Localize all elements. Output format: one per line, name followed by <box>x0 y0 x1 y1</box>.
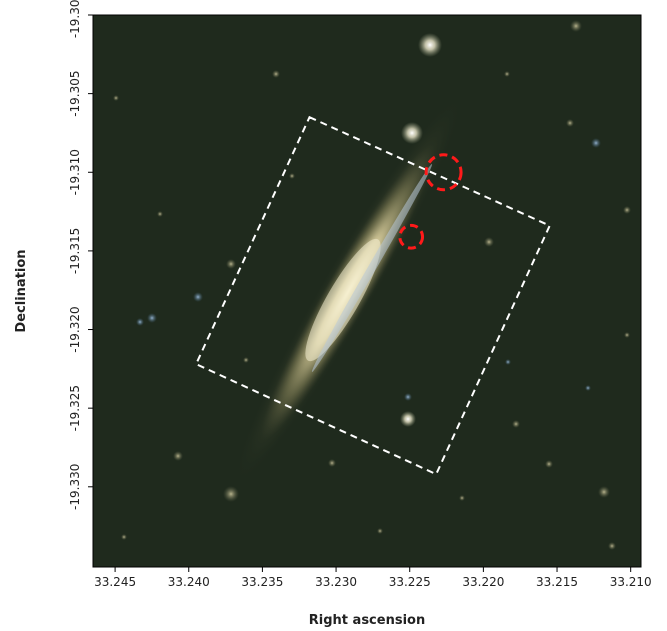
star <box>226 259 236 269</box>
y-axis-label: Declination <box>14 249 29 332</box>
y-tick-label: -19.300 <box>68 0 82 38</box>
star <box>193 292 203 302</box>
star <box>623 206 631 214</box>
star <box>328 459 336 467</box>
star <box>289 173 295 179</box>
y-tick-label: -19.315 <box>68 228 82 274</box>
star <box>400 411 416 427</box>
x-tick-label: 33.215 <box>536 575 578 589</box>
x-axis-label: Right ascension <box>309 613 425 628</box>
star <box>585 385 591 391</box>
bright-star <box>401 122 423 144</box>
star <box>404 393 412 401</box>
star <box>570 20 582 32</box>
star <box>504 71 510 77</box>
star <box>591 138 601 148</box>
star <box>608 542 616 550</box>
star <box>459 495 465 501</box>
y-tick-label: -19.330 <box>68 464 82 510</box>
y-tick-label: -19.320 <box>68 306 82 352</box>
x-tick-label: 33.240 <box>168 575 210 589</box>
star <box>243 357 249 363</box>
x-axis: 33.245 33.240 33.235 33.230 33.225 33.220 33.2… <box>94 567 652 589</box>
source-marker <box>424 153 463 192</box>
star <box>377 528 383 534</box>
star <box>223 486 239 502</box>
x-tick-label: 33.245 <box>94 575 136 589</box>
star <box>147 313 157 323</box>
plot-frame <box>92 14 642 568</box>
galaxy-bulge <box>305 238 381 362</box>
y-tick-label: -19.305 <box>68 70 82 116</box>
star <box>157 211 163 217</box>
x-tick-label: 33.235 <box>241 575 283 589</box>
star <box>545 460 553 468</box>
x-tick-label: 33.230 <box>315 575 357 589</box>
star <box>113 95 119 101</box>
galaxy-dust-lane <box>311 164 433 372</box>
star <box>598 486 610 498</box>
bright-star <box>418 33 442 57</box>
y-tick-label: -19.325 <box>68 385 82 431</box>
footprint-region <box>194 115 552 476</box>
source-marker <box>398 223 425 250</box>
y-tick-label: -19.310 <box>68 149 82 195</box>
star <box>512 420 520 428</box>
sky-image <box>113 20 631 550</box>
star <box>173 451 183 461</box>
region-overlays <box>194 115 552 476</box>
star <box>121 534 127 540</box>
star <box>136 318 144 326</box>
star <box>566 119 574 127</box>
y-axis: -19.300 -19.305 -19.310 -19.315 -19.320 -19.3… <box>68 0 93 510</box>
x-tick-label: 33.210 <box>610 575 652 589</box>
x-tick-label: 33.220 <box>462 575 504 589</box>
star <box>505 359 511 365</box>
x-tick-label: 33.225 <box>389 575 431 589</box>
star <box>272 70 280 78</box>
star <box>624 332 630 338</box>
star <box>484 237 494 247</box>
